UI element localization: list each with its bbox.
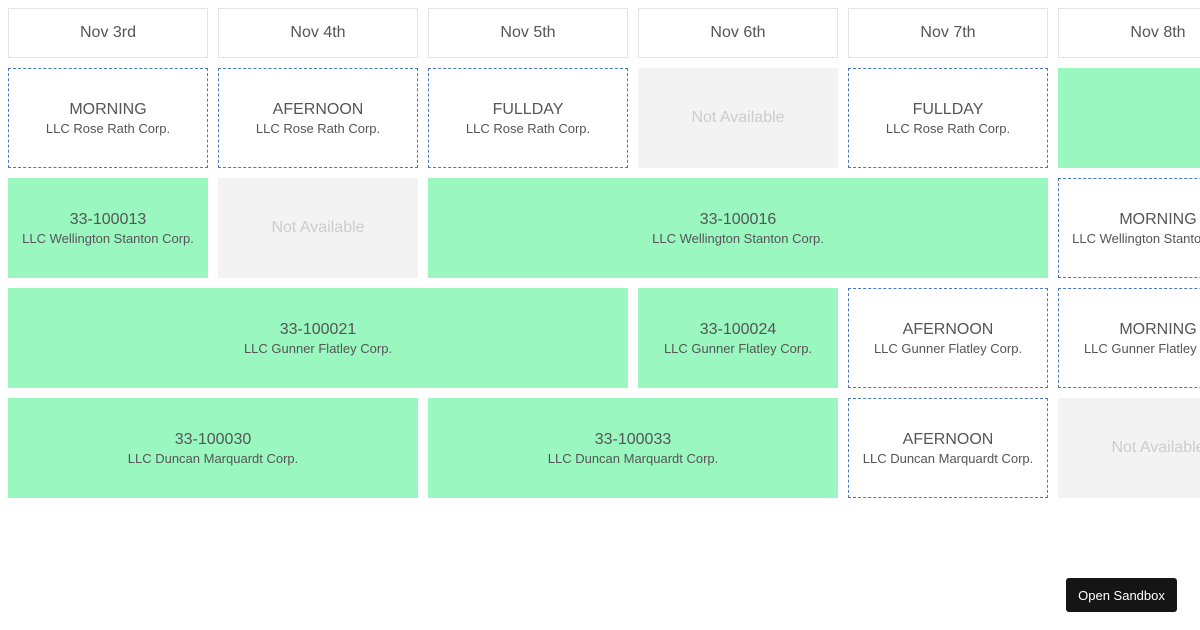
slot-company: LLC Rose Rath Corp. <box>255 120 381 136</box>
day-label: Nov 5th <box>500 24 556 41</box>
slot-company: LLC Duncan Marquardt Corp. <box>862 450 1034 466</box>
slot-company: LLC Gunner Flatley Corp. <box>873 340 1023 356</box>
available-slot[interactable]: MORNING LLC Wellington Stanton Corp. <box>1058 178 1200 278</box>
day-label: Nov 7th <box>920 24 976 41</box>
unavailable-label: Not Available <box>1111 439 1200 456</box>
day-header: Nov 3rd <box>8 8 208 58</box>
booked-slot[interactable]: 33-100013 LLC Wellington Stanton Corp. <box>8 178 208 278</box>
slot-company: LLC Gunner Flatley Corp. <box>1083 340 1200 356</box>
day-header: Nov 8th <box>1058 8 1200 58</box>
slot-company: LLC Gunner Flatley Corp. <box>243 340 393 356</box>
slot-booking-id: 33-100030 <box>174 430 252 448</box>
slot-booking-id: 33-100024 <box>699 320 777 338</box>
available-slot[interactable]: AFERNOON LLC Gunner Flatley Corp. <box>848 288 1048 388</box>
slot-status: MORNING <box>69 100 147 118</box>
booked-slot[interactable]: 33-100030 LLC Duncan Marquardt Corp. <box>8 398 418 498</box>
open-sandbox-button[interactable]: Open Sandbox <box>1066 578 1177 612</box>
slot-status: MORNING <box>1119 320 1197 338</box>
slot-status: AFERNOON <box>272 100 364 118</box>
slot-status: MORNING <box>1119 210 1197 228</box>
slot-company: LLC Gunner Flatley Corp. <box>663 340 813 356</box>
slot-company: LLC Rose Rath Corp. <box>45 120 171 136</box>
unavailable-slot: Not Available <box>1058 398 1200 498</box>
slot-company: LLC Wellington Stanton Corp. <box>22 230 194 246</box>
slot-company: LLC Wellington Stanton Corp. <box>652 230 824 246</box>
slot-status: FULLDAY <box>912 100 984 118</box>
day-label: Nov 4th <box>290 24 346 41</box>
day-header: Nov 5th <box>428 8 628 58</box>
available-slot[interactable]: FULLDAY LLC Rose Rath Corp. <box>848 68 1048 168</box>
slot-booking-id: 33-100021 <box>279 320 357 338</box>
slot-company: LLC Duncan Marquardt Corp. <box>547 450 719 466</box>
slot-booking-id: 33-100013 <box>69 210 147 228</box>
available-slot[interactable]: AFERNOON LLC Duncan Marquardt Corp. <box>848 398 1048 498</box>
day-header: Nov 4th <box>218 8 418 58</box>
slot-booking-id: 33-100016 <box>699 210 777 228</box>
booked-slot[interactable]: 33-100016 LLC Wellington Stanton Corp. <box>428 178 1048 278</box>
slot-status: AFERNOON <box>902 430 994 448</box>
day-label: Nov 8th <box>1130 24 1186 41</box>
unavailable-label: Not Available <box>271 219 365 236</box>
day-header: Nov 6th <box>638 8 838 58</box>
booked-slot[interactable]: 33-100024 LLC Gunner Flatley Corp. <box>638 288 838 388</box>
slot-status: FULLDAY <box>492 100 564 118</box>
slot-company: LLC Duncan Marquardt Corp. <box>127 450 299 466</box>
unavailable-label: Not Available <box>691 109 785 126</box>
slot-company: LLC Rose Rath Corp. <box>465 120 591 136</box>
available-slot[interactable]: AFERNOON LLC Rose Rath Corp. <box>218 68 418 168</box>
slot-booking-id: 33-100033 <box>594 430 672 448</box>
available-slot[interactable]: MORNING LLC Rose Rath Corp. <box>8 68 208 168</box>
available-slot[interactable]: MORNING LLC Gunner Flatley Corp. <box>1058 288 1200 388</box>
slot-status: AFERNOON <box>902 320 994 338</box>
day-header: Nov 7th <box>848 8 1048 58</box>
unavailable-slot: Not Available <box>218 178 418 278</box>
slot-company: LLC Wellington Stanton Corp. <box>1072 230 1200 246</box>
slot-company: LLC Rose Rath Corp. <box>885 120 1011 136</box>
unavailable-slot: Not Available <box>638 68 838 168</box>
available-slot[interactable]: FULLDAY LLC Rose Rath Corp. <box>428 68 628 168</box>
day-label: Nov 3rd <box>79 24 137 41</box>
day-label: Nov 6th <box>710 24 766 41</box>
booked-slot[interactable]: 33-100033 LLC Duncan Marquardt Corp. <box>428 398 838 498</box>
booked-slot[interactable] <box>1058 68 1200 168</box>
booked-slot[interactable]: 33-100021 LLC Gunner Flatley Corp. <box>8 288 628 388</box>
